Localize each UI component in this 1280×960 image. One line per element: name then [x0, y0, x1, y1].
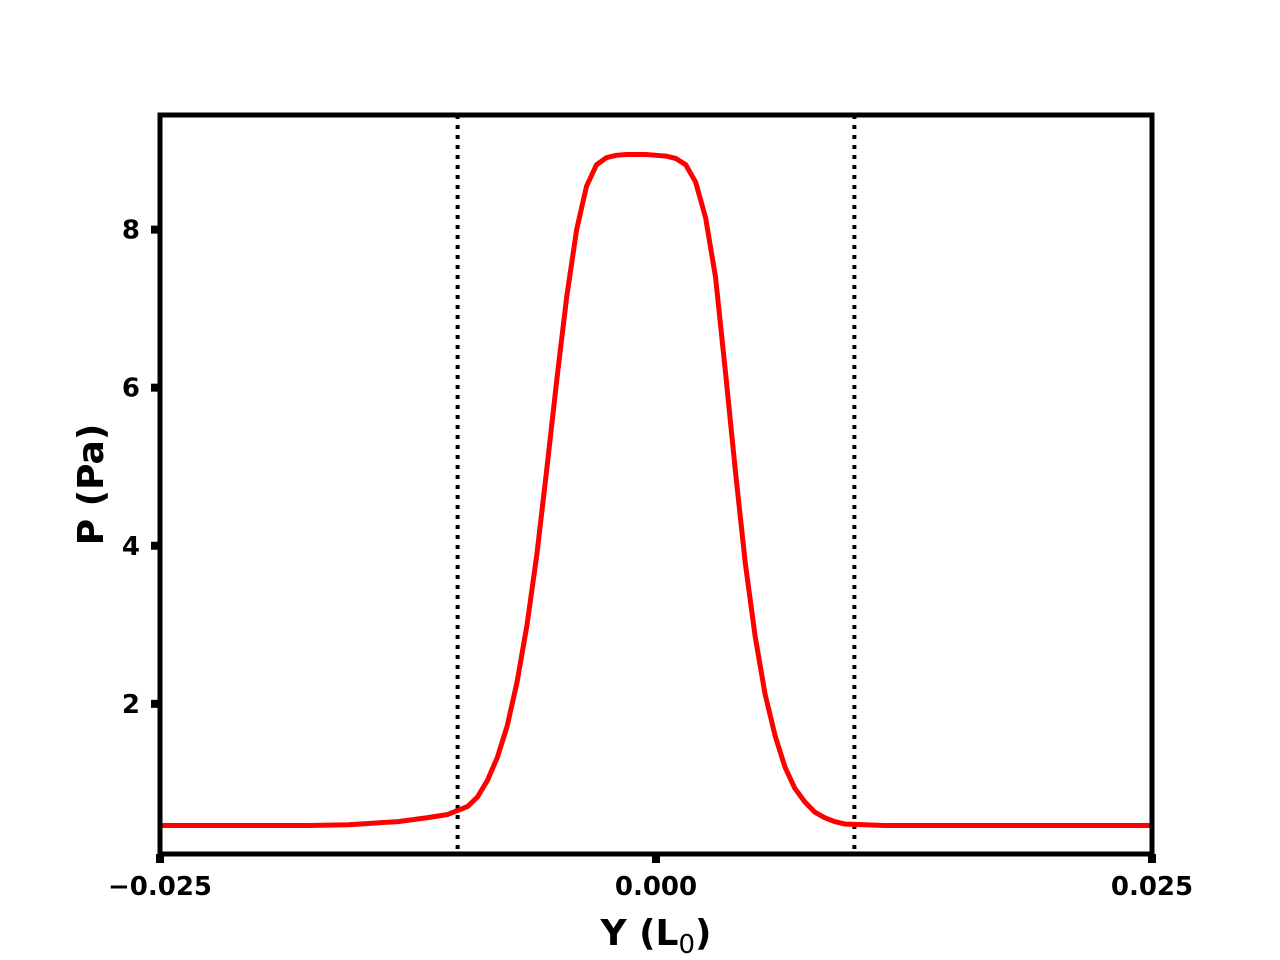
x-axis-label-main: Y (L	[600, 913, 679, 954]
x-tick-mark	[1148, 854, 1156, 863]
y-tick-label: 6	[122, 374, 140, 404]
x-axis-label: Y (L0)	[600, 913, 712, 960]
x-tick-mark	[156, 854, 164, 863]
x-axis-label-subscript: 0	[679, 930, 696, 960]
x-tick-label: 0.000	[615, 872, 697, 902]
y-tick-mark	[151, 383, 160, 392]
y-tick-mark	[151, 699, 160, 708]
x-axis-label-suffix: )	[695, 913, 711, 954]
y-tick-label: 2	[122, 690, 140, 720]
y-axis-label: P (Pa)	[71, 424, 112, 546]
reference-lines	[455, 115, 857, 854]
x-tick-label: −0.025	[108, 872, 212, 902]
y-tick-mark	[151, 225, 160, 234]
y-tick-label: 4	[122, 532, 140, 562]
y-tick-label: 8	[122, 216, 140, 246]
x-tick-mark	[652, 854, 660, 863]
x-tick-label: 0.025	[1111, 872, 1193, 902]
series-layer	[157, 152, 1155, 829]
y-axis-ticks: 2 4 6 8	[122, 216, 160, 720]
series-line-1	[157, 152, 1155, 829]
x-axis-ticks: −0.025 0.000 0.025	[108, 854, 1193, 902]
plot-frame	[157, 112, 1155, 857]
y-tick-mark	[151, 541, 160, 550]
